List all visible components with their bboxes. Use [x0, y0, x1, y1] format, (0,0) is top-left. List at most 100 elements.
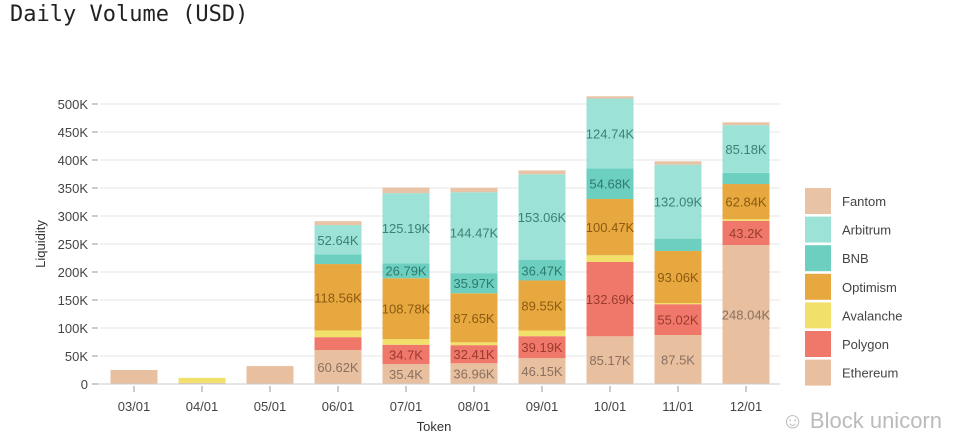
- bar-segment-ethereum: [586, 336, 634, 384]
- legend-swatch-fantom: [805, 188, 831, 214]
- bar-segment-optimism: [314, 264, 362, 331]
- bar-segment-avalanche: [654, 303, 702, 305]
- data-label: 124.74K: [586, 126, 635, 141]
- bar-segment-fantom: [382, 187, 430, 194]
- bar-segment-polygon: [586, 261, 634, 337]
- legend-swatch-avalanche: [805, 302, 831, 329]
- y-tick-label: 0: [81, 377, 88, 392]
- x-tick-label: 07/01: [390, 399, 423, 414]
- legend-swatch-optimism: [805, 273, 831, 300]
- bar-segment-avalanche: [518, 330, 566, 337]
- legend-label-arbitrum: Arbitrum: [842, 223, 891, 238]
- data-label: 93.06K: [657, 270, 699, 285]
- bar-segment-optimism: [382, 278, 430, 340]
- bar-segment-ethereum: [382, 364, 430, 384]
- legend-swatch-polygon: [805, 331, 831, 357]
- bar-segment-fantom: [314, 221, 362, 226]
- y-tick-label: 250K: [58, 237, 89, 252]
- bar-segment-fantom: [586, 96, 634, 99]
- data-label: 32.41K: [453, 347, 495, 362]
- bar-segment-ethereum: [314, 350, 362, 384]
- bars: 60.62K 118.56K 52.64K 35.4K 34.7K 108.78K 26.7…: [110, 96, 771, 384]
- bar-segment-bnb: [450, 273, 498, 294]
- data-label: 132.09K: [654, 195, 703, 210]
- bar-segment-polygon: [722, 220, 770, 246]
- data-label: 100.47K: [586, 220, 635, 235]
- legend-swatch-arbitrum: [805, 216, 831, 243]
- x-tick-label: 12/01: [730, 399, 763, 414]
- y-tick-label: 500K: [58, 97, 89, 112]
- bar-segment-optimism: [450, 293, 498, 343]
- bar-segment-avalanche: [382, 339, 430, 345]
- data-label: 60.62K: [317, 360, 359, 375]
- bar-segment-fantom: [450, 187, 498, 193]
- bar-segment-fantom: [654, 161, 702, 165]
- bar-segment-optimism: [586, 199, 634, 256]
- y-tick-label: 150K: [58, 293, 89, 308]
- wechat-icon: ☺: [781, 408, 804, 433]
- data-label: 108.78K: [382, 302, 431, 317]
- data-label: 26.79K: [385, 264, 427, 279]
- x-tick-label: 06/01: [322, 399, 355, 414]
- x-tick-label: 09/01: [526, 399, 559, 414]
- bar-segment-bnb: [654, 238, 702, 251]
- data-label: 54.68K: [589, 177, 631, 192]
- data-label: 153.06K: [518, 210, 567, 225]
- bar-segment-avalanche: [178, 377, 226, 383]
- bar-segment-optimism: [722, 184, 770, 220]
- legend-label-optimism: Optimism: [842, 280, 897, 295]
- legend-swatch-bnb: [805, 245, 831, 272]
- y-tick-label: 450K: [58, 125, 89, 140]
- x-tick-label: 08/01: [458, 399, 491, 414]
- bar-segment-ethereum: [450, 363, 498, 384]
- y-axis-title: Liquidity: [33, 220, 48, 268]
- data-label: 85.18K: [725, 142, 767, 157]
- bar-segment-arbitrum: [450, 192, 498, 274]
- bar-segment-bnb: [586, 168, 634, 200]
- bar-segment-avalanche: [586, 255, 634, 262]
- bar-segment-polygon: [450, 345, 498, 364]
- bar-segment-optimism: [518, 280, 566, 331]
- bar-segment-fantom: [722, 122, 770, 126]
- data-label: 144.47K: [450, 226, 499, 241]
- bar-segment-fantom: [518, 170, 566, 175]
- data-label: 36.96K: [453, 367, 495, 382]
- x-tick-label: 05/01: [254, 399, 287, 414]
- y-tick-label: 100K: [58, 321, 89, 336]
- page-title: Daily Volume (USD): [10, 2, 249, 27]
- bar-segment-bnb: [382, 263, 430, 279]
- bar-segment-polygon: [518, 336, 566, 359]
- bar-segment-polygon: [654, 304, 702, 335]
- data-label: 39.19K: [521, 340, 563, 355]
- data-label: 89.55K: [521, 299, 563, 314]
- bar-segment-ethereum: [722, 245, 770, 384]
- x-tick-label: 03/01: [118, 399, 151, 414]
- y-tick-label: 400K: [58, 153, 89, 168]
- y-tick-label: 300K: [58, 209, 89, 224]
- data-label: 55.02K: [657, 313, 699, 328]
- grid-lines: [100, 103, 780, 385]
- data-label: 46.15K: [521, 364, 563, 379]
- bar-segment-bnb: [314, 254, 362, 265]
- y-tick-label: 50K: [65, 349, 88, 364]
- bar-segment-arbitrum: [722, 125, 770, 173]
- data-label: 34.7K: [389, 347, 423, 362]
- bar-segment-optimism: [654, 250, 702, 304]
- x-tick-label: 11/01: [662, 399, 694, 414]
- bar-segment-polygon: [382, 344, 430, 365]
- bar-segment-ethereum: [110, 370, 158, 384]
- data-label: 118.56K: [314, 290, 362, 305]
- legend-label-fantom: Fantom: [842, 194, 886, 209]
- data-label: 132.69K: [586, 292, 635, 307]
- bar-segment-arbitrum: [518, 174, 566, 261]
- bar-segment-bnb: [722, 172, 770, 185]
- x-tick-label: 04/01: [186, 399, 219, 414]
- data-label: 85.17K: [589, 353, 631, 368]
- bar-segment-avalanche: [450, 342, 498, 346]
- data-label: 36.47K: [521, 263, 563, 278]
- bar-segment-ethereum: [518, 358, 566, 384]
- bar-segment-ethereum: [178, 382, 226, 384]
- legend-label-bnb: BNB: [842, 251, 869, 266]
- bar-segment-bnb: [518, 260, 566, 281]
